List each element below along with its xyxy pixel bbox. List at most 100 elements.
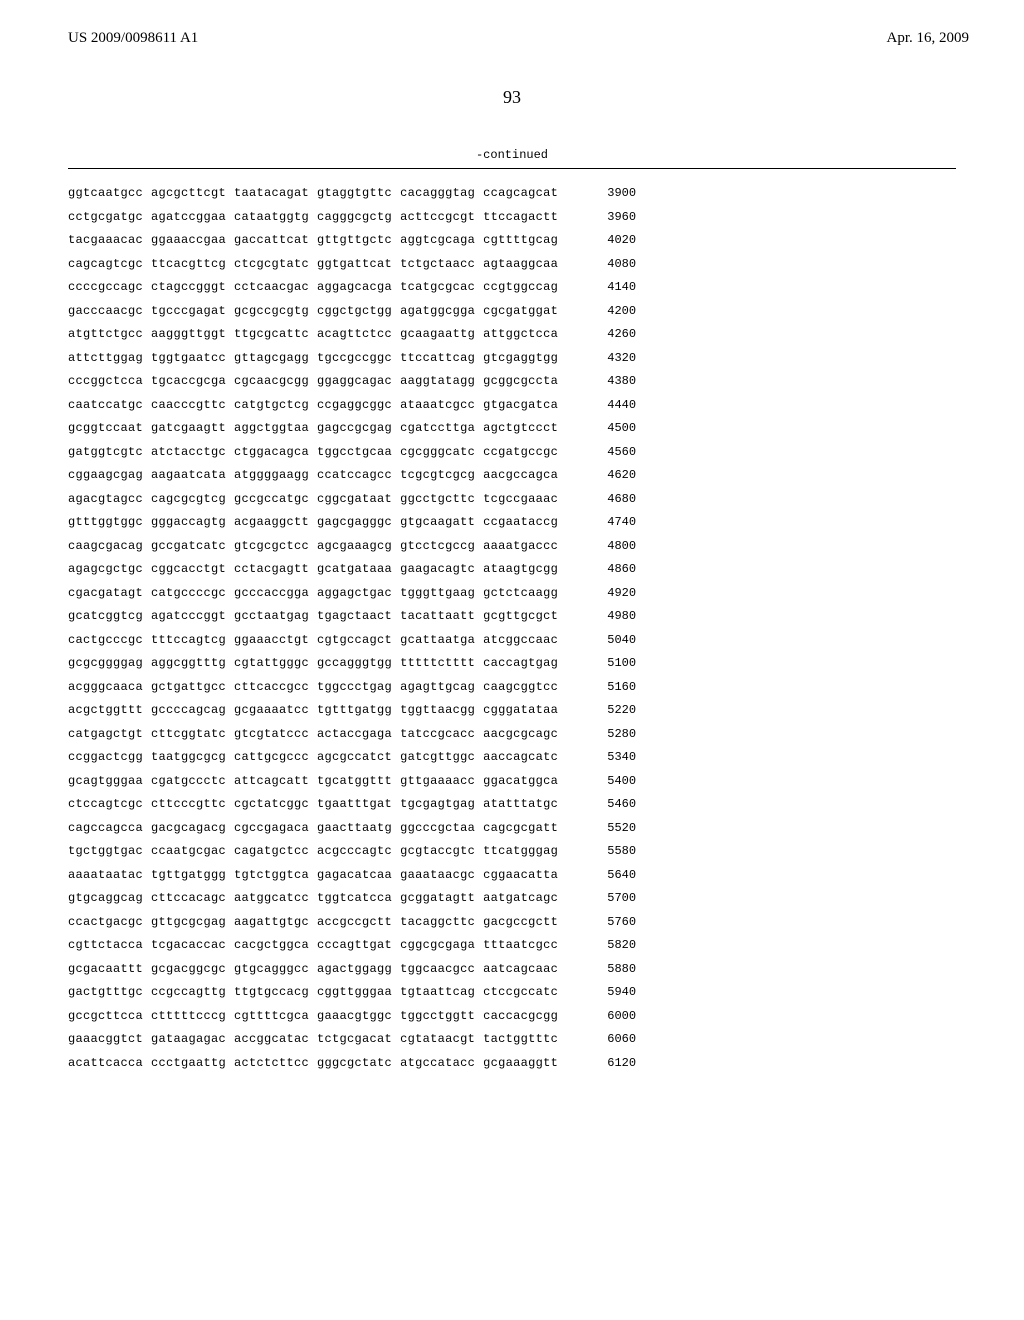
page-number: 93 — [0, 87, 1024, 108]
sequence-block: tgcccgagat — [151, 305, 226, 317]
sequence-block: gagcgagggc — [317, 516, 392, 528]
sequence-position: 6000 — [586, 1010, 636, 1022]
sequence-block: catgccccgc — [151, 587, 226, 599]
sequence-block: gttagcgagg — [234, 352, 309, 364]
sequence-block: cctgcgatgc — [68, 211, 143, 223]
sequence-block: aagggttggt — [151, 328, 226, 340]
sequence-block: ccgccagttg — [151, 986, 226, 998]
sequence-block: tgcatggttt — [317, 775, 392, 787]
sequence-block: ctggacagca — [234, 446, 309, 458]
sequence-block: cgggatataa — [483, 704, 558, 716]
sequence-row: gtttggtggcgggaccagtgacgaaggcttgagcgagggc… — [68, 516, 956, 528]
sequence-block: acattcacca — [68, 1057, 143, 1069]
sequence-block: gagccgcgag — [317, 422, 392, 434]
sequence-block: cctcaacgac — [234, 281, 309, 293]
sequence-block: gaccattcat — [234, 234, 309, 246]
sequence-block: aagattgtgc — [234, 916, 309, 928]
sequence-block: atggggaagg — [234, 469, 309, 481]
sequence-block: agctgtccct — [483, 422, 558, 434]
sequence-row: gatggtcgtcatctacctgcctggacagcatggcctgcaa… — [68, 446, 956, 458]
sequence-row: cgttctaccatcgacaccaccacgctggcacccagttgat… — [68, 939, 956, 951]
sequence-block: gcccaccgga — [234, 587, 309, 599]
sequence-block: ctcgcgtatc — [234, 258, 309, 270]
sequence-block: aaccagcatc — [483, 751, 558, 763]
sequence-block: ttgtgccacg — [234, 986, 309, 998]
sequence-block: agatggcgga — [400, 305, 475, 317]
sequence-position: 5940 — [586, 986, 636, 998]
sequence-block: cagatgctcc — [234, 845, 309, 857]
sequence-block: ggaaacctgt — [234, 634, 309, 646]
sequence-block: gcagtgggaa — [68, 775, 143, 787]
sequence-row: acgctggtttgccccagcaggcgaaaatcctgtttgatgg… — [68, 704, 956, 716]
sequence-block: ggaggcagac — [317, 375, 392, 387]
sequence-block: gcgcggggag — [68, 657, 143, 669]
sequence-block: tgcgagtgag — [400, 798, 475, 810]
sequence-block: cttccacagc — [151, 892, 226, 904]
sequence-block: gtcgcgctcc — [234, 540, 309, 552]
sequence-block: ttccattcag — [400, 352, 475, 364]
sequence-block: acgcccagtc — [317, 845, 392, 857]
sequence-block: cagggcgctg — [317, 211, 392, 223]
sequence-block: agcgaaagcg — [317, 540, 392, 552]
sequence-block: gacccaacgc — [68, 305, 143, 317]
sequence-block: tgagctaact — [317, 610, 392, 622]
sequence-row: acgggcaacagctgattgcccttcaccgcctggccctgag… — [68, 681, 956, 693]
sequence-block: tcgccgaaac — [483, 493, 558, 505]
sequence-block: cgtattgggc — [234, 657, 309, 669]
sequence-block: acagttctcc — [317, 328, 392, 340]
sequence-row: ggtcaatgccagcgcttcgttaatacagatgtaggtgttc… — [68, 187, 956, 199]
sequence-block: caacccgttc — [151, 399, 226, 411]
sequence-position: 4380 — [586, 375, 636, 387]
sequence-block: gaaataacgc — [400, 869, 475, 881]
sequence-block: gcggatagtt — [400, 892, 475, 904]
sequence-block: accgccgctt — [317, 916, 392, 928]
sequence-block: cagccagcca — [68, 822, 143, 834]
sequence-row: gcgcggggagaggcggtttgcgtattgggcgccagggtgg… — [68, 657, 956, 669]
sequence-block: gtgcagggcc — [234, 963, 309, 975]
sequence-row: gccgcttccactttttcccgcgttttcgcagaaacgtggc… — [68, 1010, 956, 1022]
sequence-block: agatcccggt — [151, 610, 226, 622]
sequence-block: tcatgcgcac — [400, 281, 475, 293]
sequence-block: gtgcaggcag — [68, 892, 143, 904]
sequence-row: ccggactcggtaatggcgcgcattgcgcccagcgccatct… — [68, 751, 956, 763]
sequence-block: gaacttaatg — [317, 822, 392, 834]
sequence-block: gactgtttgc — [68, 986, 143, 998]
sequence-block: cggcgataat — [317, 493, 392, 505]
sequence-block: cagcagtcgc — [68, 258, 143, 270]
sequence-block: gcgaaaggtt — [483, 1057, 558, 1069]
sequence-position: 4500 — [586, 422, 636, 434]
sequence-position: 4860 — [586, 563, 636, 575]
sequence-block: gcatgataaa — [317, 563, 392, 575]
sequence-block: gcgaaaatcc — [234, 704, 309, 716]
sequence-position: 6120 — [586, 1057, 636, 1069]
sequence-block: ccgtggccag — [483, 281, 558, 293]
sequence-block: gttgcgcgag — [151, 916, 226, 928]
sequence-block: aggtcgcaga — [400, 234, 475, 246]
sequence-block: actctcttcc — [234, 1057, 309, 1069]
sequence-block: caagcggtcc — [483, 681, 558, 693]
sequence-block: aatcagcaac — [483, 963, 558, 975]
sequence-row: agagcgctgccggcacctgtcctacgagttgcatgataaa… — [68, 563, 956, 575]
sequence-position: 5640 — [586, 869, 636, 881]
sequence-block: tcgcgtcgcg — [400, 469, 475, 481]
sequence-position: 5160 — [586, 681, 636, 693]
sequence-block: atatttatgc — [483, 798, 558, 810]
sequence-block: tgaatttgat — [317, 798, 392, 810]
sequence-block: agtaaggcaa — [483, 258, 558, 270]
sequence-block: tggtgaatcc — [151, 352, 226, 364]
sequence-block: cgccgagaca — [234, 822, 309, 834]
sequence-block: cggaagcgag — [68, 469, 143, 481]
sequence-position: 4740 — [586, 516, 636, 528]
sequence-block: aggagcacga — [317, 281, 392, 293]
sequence-block: cgtgccagct — [317, 634, 392, 646]
sequence-row: ccccgccagcctagccgggtcctcaacgacaggagcacga… — [68, 281, 956, 293]
sequence-block: tggcctgcaa — [317, 446, 392, 458]
sequence-row: attcttggagtggtgaatccgttagcgaggtgccgccggc… — [68, 352, 956, 364]
sequence-block: gcgccgcgtg — [234, 305, 309, 317]
sequence-row: ctccagtcgccttcccgttccgctatcggctgaatttgat… — [68, 798, 956, 810]
sequence-block: agcgccatct — [317, 751, 392, 763]
sequence-position: 5880 — [586, 963, 636, 975]
sequence-block: ccggactcgg — [68, 751, 143, 763]
sequence-block: ccccgccagc — [68, 281, 143, 293]
sequence-block: gcaagaattg — [400, 328, 475, 340]
